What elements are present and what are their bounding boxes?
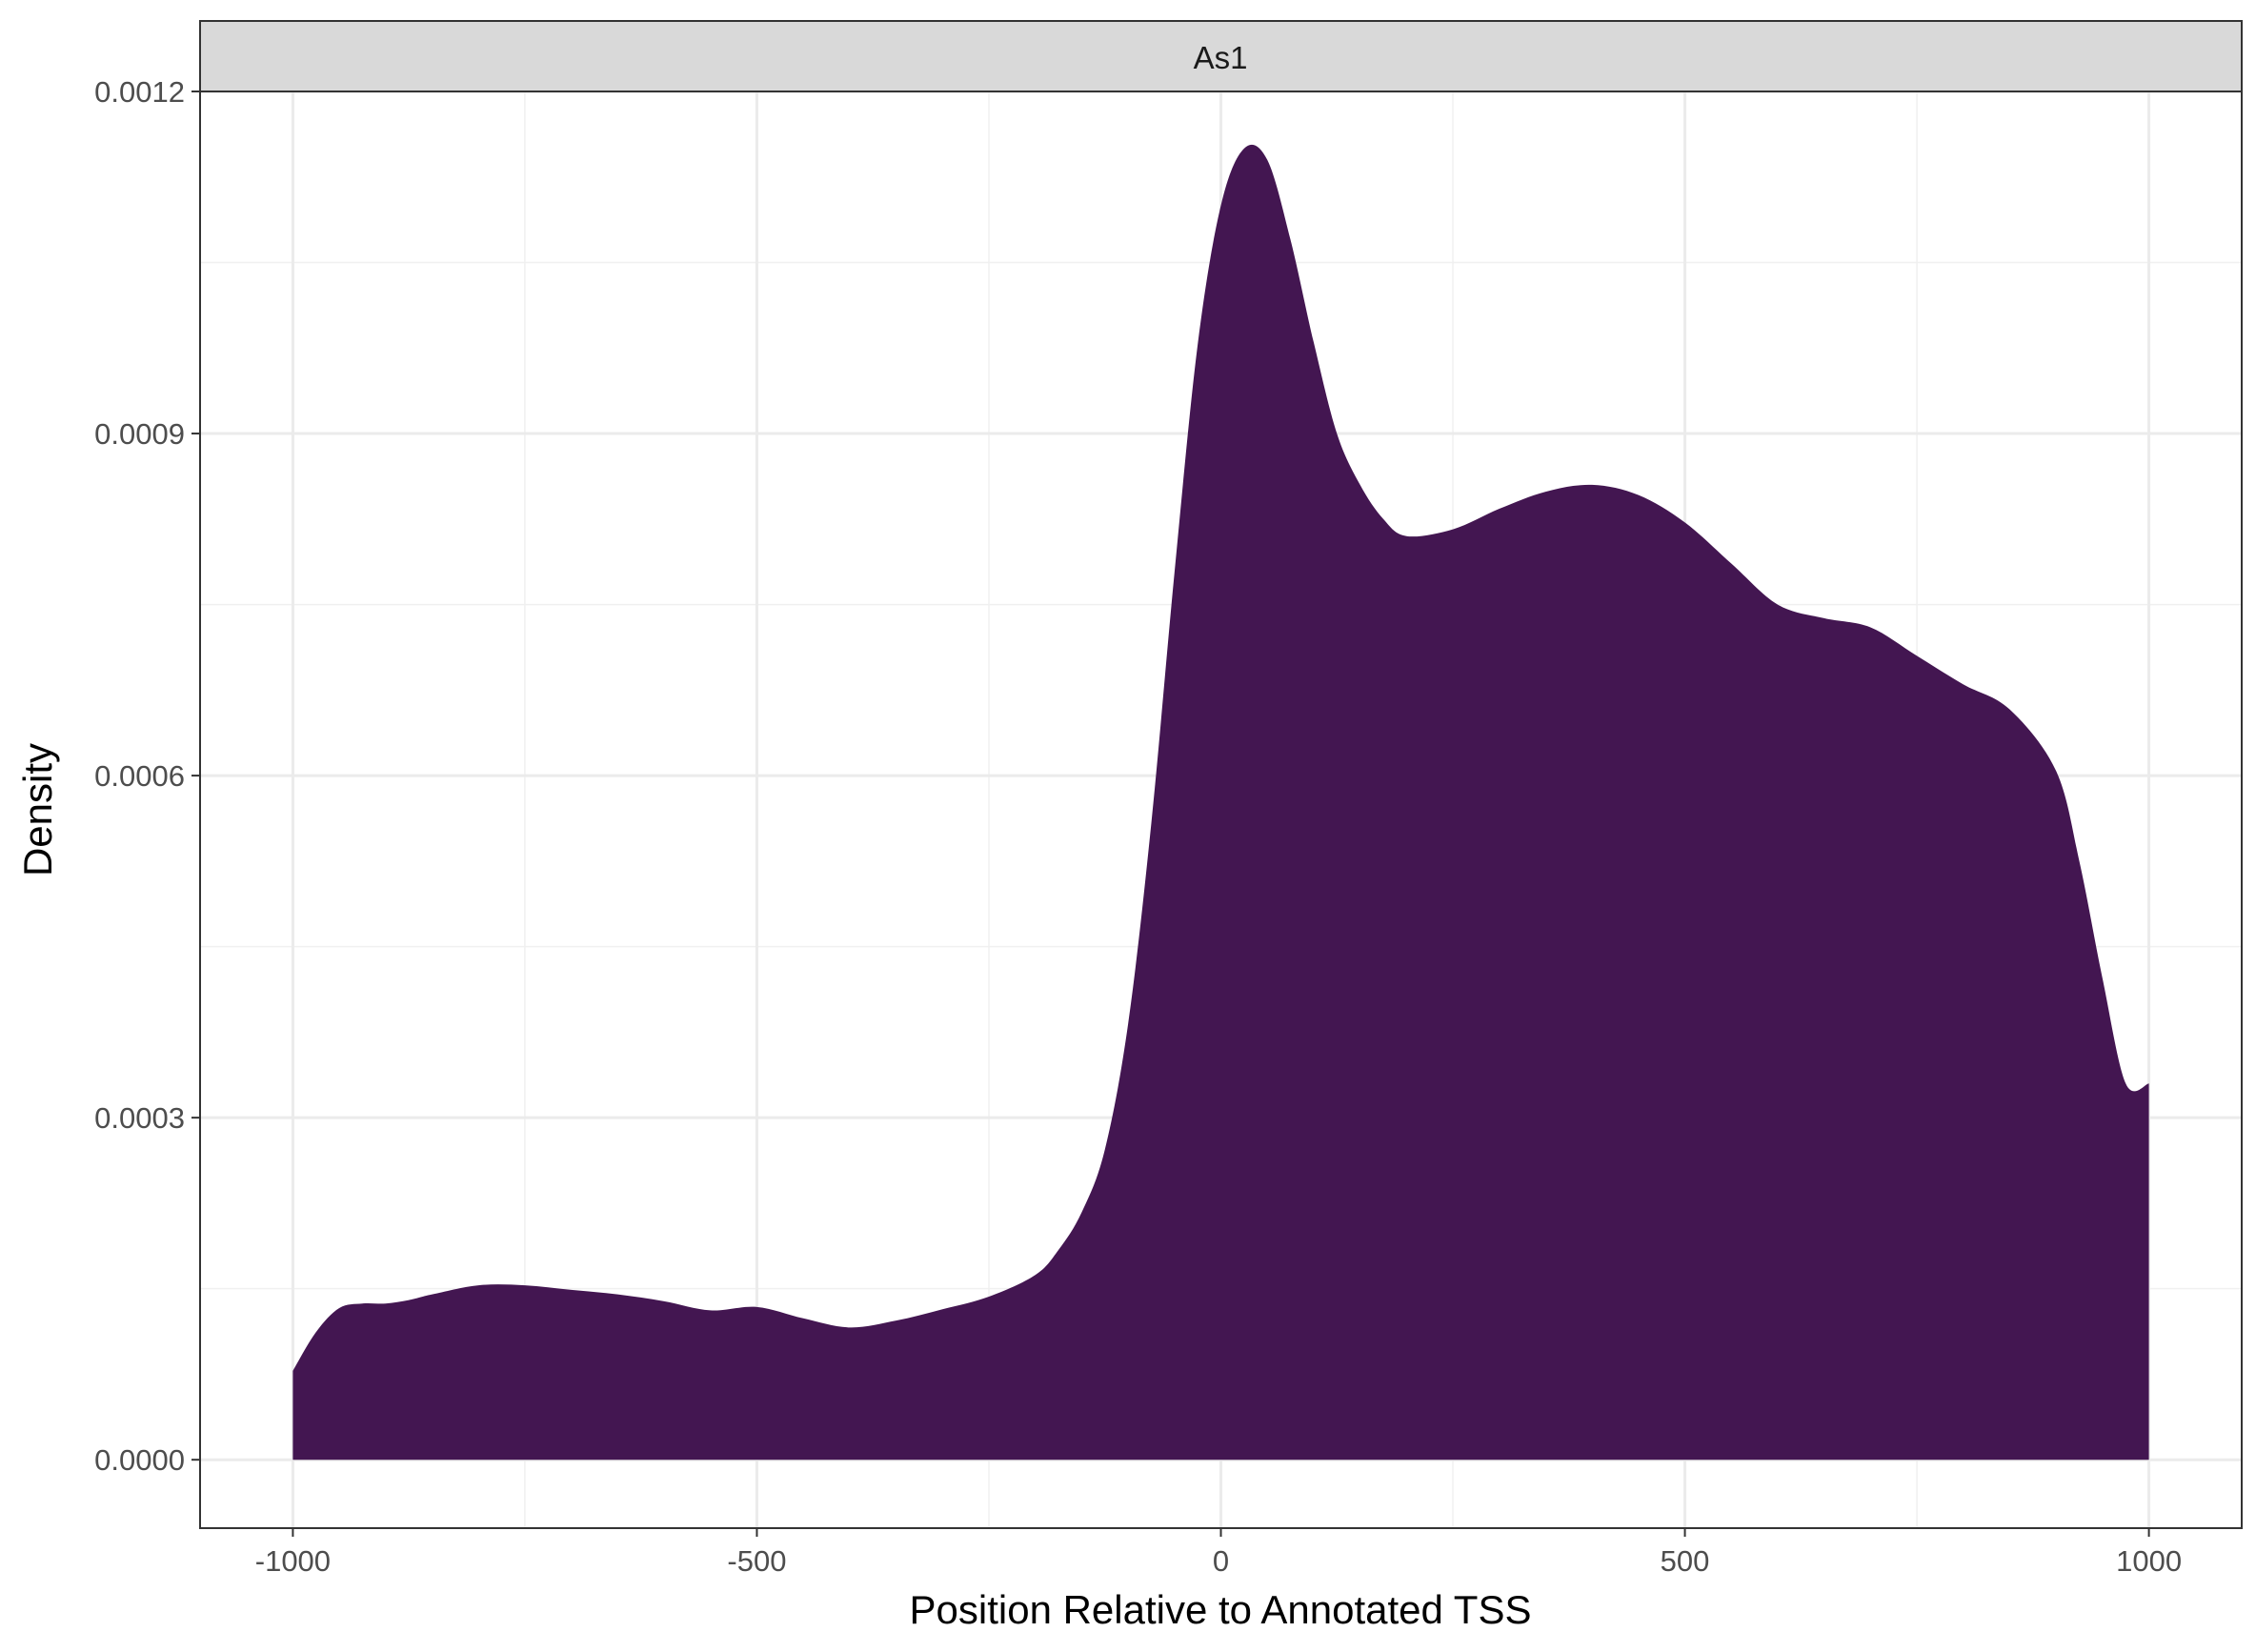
y-tick-label: 0.0012: [94, 75, 185, 109]
x-tick-label: 0: [1213, 1544, 1229, 1578]
x-tick-label: -1000: [255, 1544, 331, 1578]
y-tick-label: 0.0006: [94, 759, 185, 793]
x-axis-ticks: -1000 -500 0 500 1000: [255, 1528, 2182, 1578]
y-axis-title: Density: [15, 743, 60, 876]
density-area: [292, 144, 2149, 1461]
y-tick-label: 0.0003: [94, 1101, 185, 1135]
x-tick-label: 1000: [2116, 1544, 2182, 1578]
x-tick-label: -500: [727, 1544, 786, 1578]
y-axis-ticks: 0.0000 0.0003 0.0006 0.0009 0.0012: [94, 75, 200, 1477]
facet-strip-label: As1: [1194, 40, 1248, 75]
y-tick-label: 0.0009: [94, 417, 185, 451]
density-area-layer: [292, 144, 2149, 1461]
facet-strip: [199, 20, 2243, 92]
y-tick-label: 0.0000: [94, 1443, 185, 1477]
x-tick-label: 500: [1661, 1544, 1710, 1578]
x-axis-title: Position Relative to Annotated TSS: [910, 1587, 1532, 1632]
